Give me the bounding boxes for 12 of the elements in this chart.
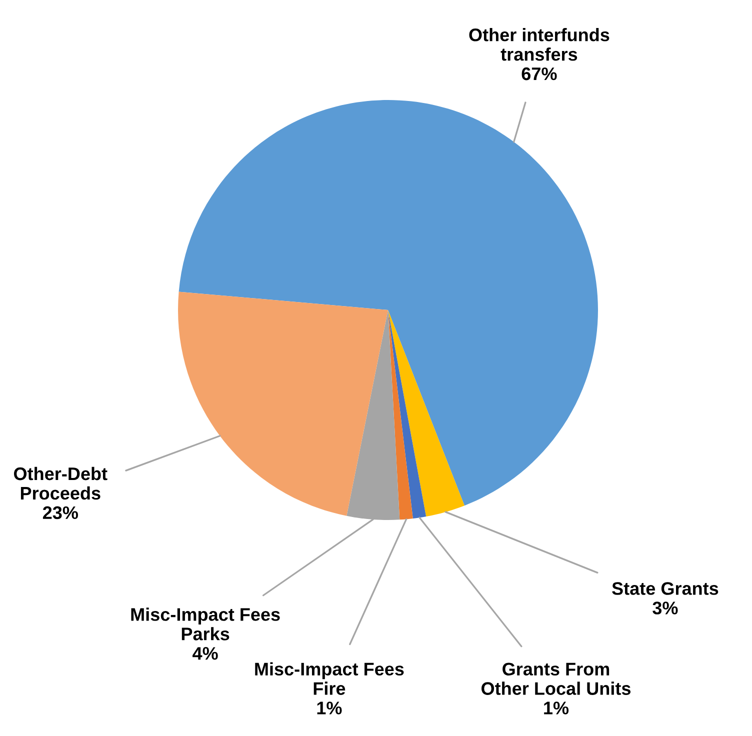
- data-label: 23%: [42, 506, 78, 520]
- slice-label: Misc-Impact Fees Fire: [255, 662, 404, 695]
- data-label: 1%: [317, 702, 342, 714]
- slice-label: Grants From Other Local Units: [482, 662, 631, 695]
- slice-label: Misc-Impact Fees Parks: [131, 608, 280, 640]
- data-label: 3%: [652, 602, 678, 614]
- data-label: 4%: [192, 647, 218, 660]
- slice-label: State Grants: [612, 582, 718, 595]
- slice-label: Other interfunds transfers: [469, 28, 610, 61]
- data-label: 1%: [544, 702, 569, 714]
- slice-label: Other-Debt Proceeds: [14, 466, 108, 500]
- data-label: 67%: [522, 67, 557, 80]
